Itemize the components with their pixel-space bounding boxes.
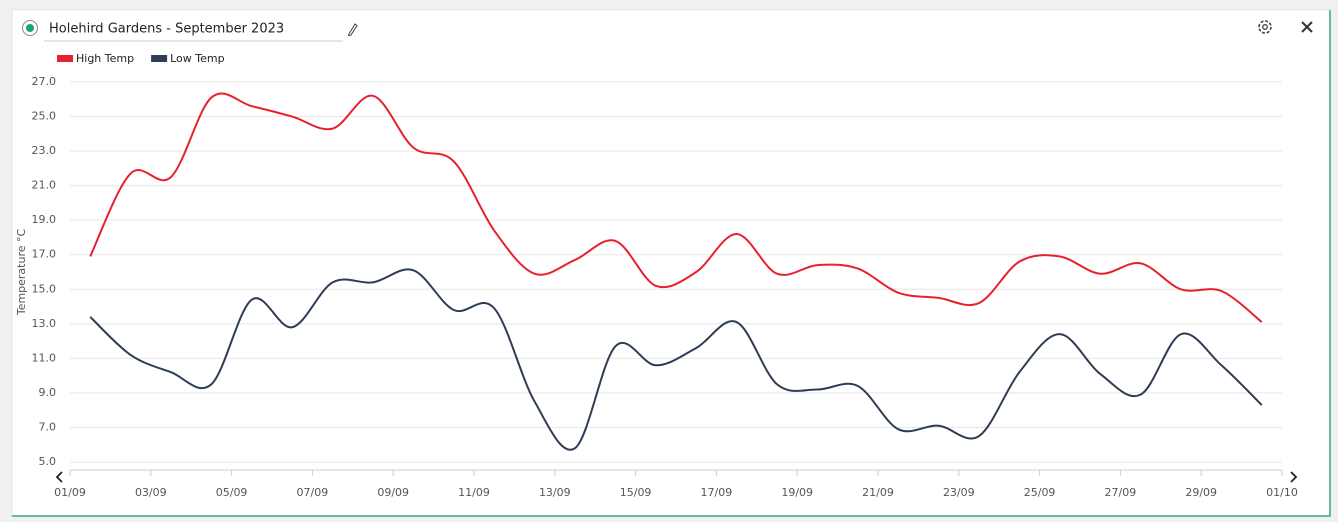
x-tick-label: 23/09 [943, 486, 975, 499]
panel-edge [12, 10, 1331, 517]
y-tick-label: 13.0 [32, 317, 57, 330]
y-tick-label: 23.0 [32, 144, 57, 157]
x-tick-label: 29/09 [1185, 486, 1217, 499]
x-tick-label: 15/09 [620, 486, 652, 499]
y-tick-label: 19.0 [32, 213, 57, 226]
radio-dot [26, 24, 34, 32]
y-tick-label: 17.0 [32, 248, 57, 261]
close-icon[interactable] [1301, 21, 1313, 33]
y-tick-label: 21.0 [32, 179, 57, 192]
x-tick-label: 13/09 [539, 486, 571, 499]
x-tick-label: 01/09 [54, 486, 86, 499]
x-tick-label: 07/09 [297, 486, 329, 499]
y-tick-label: 25.0 [32, 110, 57, 123]
next-arrow[interactable] [1290, 471, 1298, 483]
legend-swatch [57, 55, 73, 62]
y-tick-label: 5.0 [39, 455, 57, 468]
legend-swatch [151, 55, 168, 62]
x-tick-label: 03/09 [135, 486, 167, 499]
prev-arrow[interactable] [55, 471, 63, 483]
x-tick-label: 21/09 [862, 486, 894, 499]
edit-icon[interactable] [347, 23, 358, 37]
series-line [89, 92, 1263, 323]
x-tick-label: 25/09 [1024, 486, 1056, 499]
x-tick-label: 27/09 [1105, 486, 1137, 499]
y-tick-label: 9.0 [39, 386, 57, 399]
x-tick-label: 05/09 [216, 486, 248, 499]
y-tick-label: 15.0 [32, 282, 57, 295]
y-tick-label: 11.0 [32, 351, 57, 364]
x-tick-label: 11/09 [458, 486, 490, 499]
x-tick-label: 19/09 [781, 486, 813, 499]
x-tick-label: 01/10 [1266, 486, 1298, 499]
legend-label: High Temp [76, 52, 134, 65]
panel [11, 9, 1331, 517]
y-tick-label: 27.0 [32, 75, 57, 88]
x-tick-label: 17/09 [701, 486, 733, 499]
y-tick-label: 7.0 [39, 420, 57, 433]
series-line [89, 268, 1263, 451]
chart-title: Holehird Gardens - September 2023 [49, 22, 284, 37]
legend-label: Low Temp [170, 52, 224, 65]
y-axis-label: Temperature °C [15, 229, 28, 317]
x-tick-label: 09/09 [377, 486, 409, 499]
settings-icon[interactable] [1258, 20, 1272, 34]
